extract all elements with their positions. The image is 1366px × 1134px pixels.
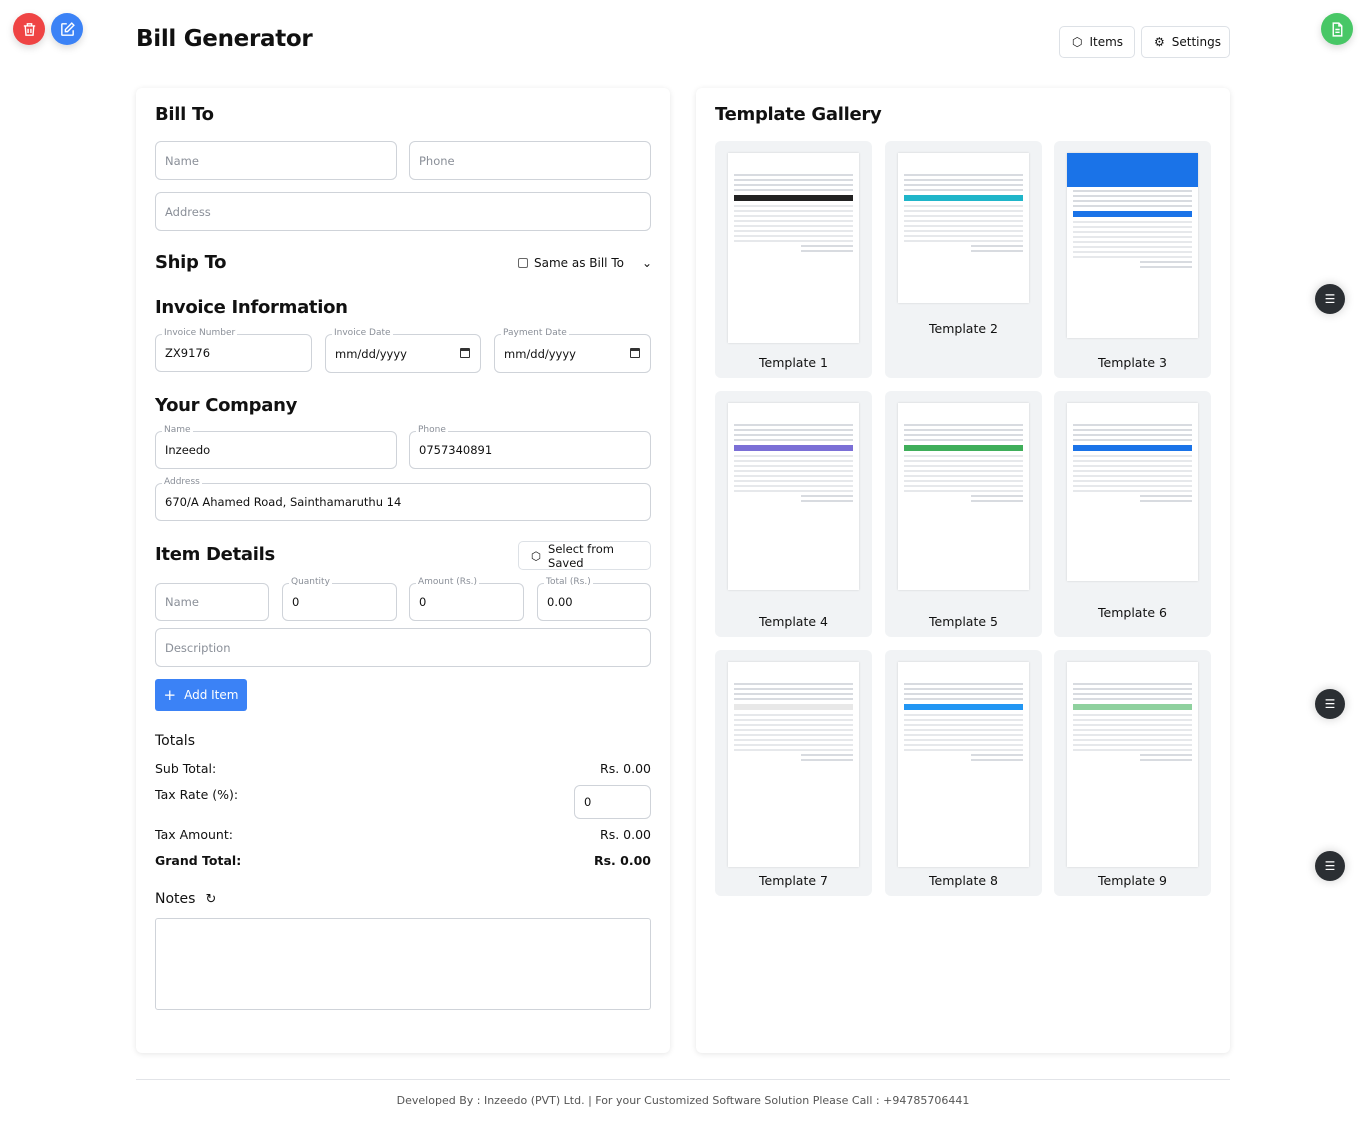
list-icon: ☰	[1324, 859, 1336, 873]
sub-total-value: Rs. 0.00	[600, 761, 651, 776]
template-thumbnail	[728, 153, 859, 343]
template-name: Template 3	[1098, 355, 1167, 370]
side-action-button[interactable]: ☰	[1315, 851, 1345, 881]
side-action-button[interactable]: ☰	[1315, 689, 1345, 719]
document-icon	[1332, 21, 1342, 37]
template-name: Template 8	[929, 873, 998, 888]
template-thumbnail	[898, 153, 1029, 303]
item-description-input[interactable]: Description	[155, 628, 651, 667]
item-details-heading: Item Details	[155, 544, 275, 565]
footer-text: Developed By : Inzeedo (PVT) Ltd. | For …	[396, 1094, 970, 1107]
template-name: Template 5	[929, 614, 998, 629]
page-title: Bill Generator	[136, 26, 313, 52]
template-card[interactable]: Template 4	[715, 391, 872, 637]
payment-date-input[interactable]: Payment Date mm/dd/yyyy	[494, 328, 651, 373]
template-name: Template 4	[759, 614, 828, 629]
tax-amount-label: Tax Amount:	[155, 827, 233, 842]
bill-to-name-input[interactable]: Name	[155, 141, 397, 180]
gear-icon: ⚙	[1154, 35, 1165, 49]
template-card[interactable]: Template 8	[885, 650, 1042, 896]
template-thumbnail	[728, 403, 859, 590]
notes-textarea[interactable]	[155, 918, 651, 1010]
template-card[interactable]: Template 1	[715, 141, 872, 378]
sub-total-label: Sub Total:	[155, 761, 217, 776]
template-card[interactable]: Template 9	[1054, 650, 1211, 896]
list-icon: ☰	[1324, 697, 1336, 711]
gallery-heading: Template Gallery	[715, 104, 882, 125]
item-name-input[interactable]: Name	[155, 583, 269, 621]
refresh-icon[interactable]: ↻	[205, 891, 217, 907]
template-thumbnail	[1067, 153, 1198, 338]
template-card[interactable]: Template 6	[1054, 391, 1211, 637]
grand-total-value: Rs. 0.00	[593, 853, 651, 868]
list-icon: ☰	[1324, 292, 1336, 306]
edit-button[interactable]	[51, 13, 83, 45]
company-heading: Your Company	[155, 395, 298, 416]
template-card[interactable]: Template 5	[885, 391, 1042, 637]
item-total-input[interactable]: Total (Rs.) 0.00	[537, 577, 651, 621]
template-thumbnail	[728, 662, 859, 867]
edit-icon	[60, 21, 75, 36]
settings-button[interactable]: ⚙ Settings	[1141, 26, 1230, 58]
bill-to-address-input[interactable]: Address	[155, 192, 651, 231]
delete-button[interactable]	[13, 13, 45, 45]
grand-total-label: Grand Total:	[155, 853, 242, 868]
item-quantity-input[interactable]: Quantity 0	[282, 577, 397, 621]
tax-amount-value: Rs. 0.00	[600, 827, 651, 842]
box-icon: ⬡	[531, 548, 542, 563]
same-as-checkbox[interactable]	[518, 258, 528, 268]
company-phone-input[interactable]: Phone 0757340891	[409, 425, 651, 469]
box-icon: ⬡	[1072, 35, 1083, 49]
tax-rate-input[interactable]: 0	[574, 785, 651, 819]
invoice-number-input[interactable]: Invoice Number ZX9176	[155, 328, 312, 372]
form-card: Bill To Name Phone Address Ship To Same …	[136, 88, 670, 1053]
tax-rate-label: Tax Rate (%):	[155, 787, 239, 802]
template-name: Template 6	[1098, 605, 1167, 620]
same-as-bill-to[interactable]: Same as Bill To ⌄	[518, 256, 652, 270]
company-name-input[interactable]: Name Inzeedo	[155, 425, 397, 469]
generate-pdf-button[interactable]	[1321, 13, 1353, 45]
template-card[interactable]: Template 3	[1054, 141, 1211, 378]
calendar-icon[interactable]	[630, 348, 640, 358]
trash-icon	[23, 22, 35, 36]
template-card[interactable]: Template 2	[885, 141, 1042, 378]
template-thumbnail	[898, 662, 1029, 867]
template-name: Template 1	[759, 355, 828, 370]
chevron-down-icon[interactable]: ⌄	[641, 256, 653, 270]
add-item-button[interactable]: + Add Item	[155, 679, 247, 711]
calendar-icon[interactable]	[460, 348, 470, 358]
select-from-saved-button[interactable]: ⬡ Select from Saved	[518, 541, 651, 570]
invoice-date-input[interactable]: Invoice Date mm/dd/yyyy	[325, 328, 481, 373]
template-thumbnail	[1067, 662, 1198, 867]
ship-to-heading: Ship To	[155, 252, 227, 273]
template-name: Template 2	[929, 321, 998, 336]
bill-to-heading: Bill To	[155, 104, 214, 125]
template-thumbnail	[1067, 403, 1198, 581]
totals-heading: Totals	[155, 733, 195, 749]
template-card[interactable]: Template 7	[715, 650, 872, 896]
template-name: Template 7	[759, 873, 828, 888]
items-button[interactable]: ⬡ Items	[1059, 26, 1135, 58]
side-action-button[interactable]: ☰	[1315, 284, 1345, 314]
template-thumbnail	[898, 403, 1029, 590]
plus-icon: +	[163, 686, 177, 704]
bill-to-phone-input[interactable]: Phone	[409, 141, 651, 180]
template-name: Template 9	[1098, 873, 1167, 888]
invoice-info-heading: Invoice Information	[155, 297, 348, 318]
item-amount-input[interactable]: Amount (Rs.) 0	[409, 577, 524, 621]
notes-heading: Notes	[155, 891, 196, 907]
footer-divider	[136, 1079, 1230, 1080]
template-gallery-card: Template Gallery Template 1 Template 2 Tem…	[696, 88, 1230, 1053]
company-address-input[interactable]: Address 670/A Ahamed Road, Sainthamaruthu…	[155, 477, 651, 521]
